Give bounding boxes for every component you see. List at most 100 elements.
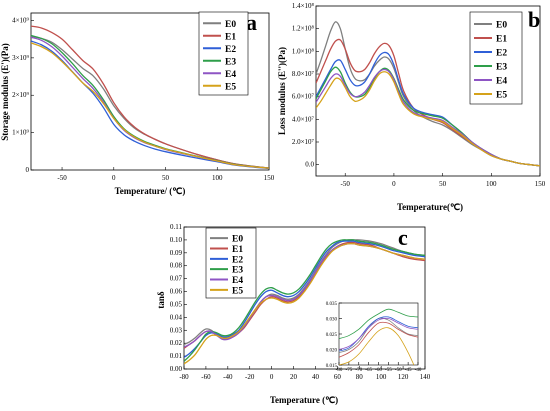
series-lines-b — [316, 21, 540, 167]
x-tick-label: -20 — [245, 373, 255, 381]
legend-label-e0: E0 — [232, 235, 243, 245]
y-tick-label: 3×10⁹ — [12, 54, 29, 62]
x-tick-label: 100 — [212, 174, 223, 182]
y-tick-label: 0.07 — [170, 275, 183, 283]
x-tick-label: 50 — [162, 174, 170, 182]
y-tick-label: 0.035 — [326, 302, 338, 307]
x-tick-label: 150 — [535, 180, 546, 188]
series-line-e3 — [184, 239, 425, 362]
panel-c: -80 -60 -40 -20 0 20 40 60 80 100 120 140 0.00 0.01 0.… — [156, 223, 431, 405]
y-tick-label: 0.015 — [326, 364, 338, 369]
legend-label-e3: E3 — [225, 57, 236, 67]
series-line-e5 — [316, 71, 540, 167]
y-tick-label: 2.0×10⁷ — [292, 138, 315, 146]
x-tick-label: -60 — [375, 368, 382, 373]
x-tick-label: -50 — [57, 174, 67, 182]
legend-label-e1: E1 — [225, 32, 236, 42]
y-tick-label: 0.030 — [326, 318, 338, 323]
y-tick-label: 8.0×10⁷ — [292, 70, 315, 78]
legend-label-e5: E5 — [225, 82, 236, 92]
x-tick-label: 80 — [356, 373, 364, 381]
y-tick-label: 1.2×10⁸ — [292, 25, 315, 33]
y-tick-label: 4.0×10⁷ — [292, 115, 315, 123]
y-tick-label: 0.00 — [170, 365, 183, 373]
series-line-e2 — [31, 40, 269, 170]
axes-a: -50 0 50 100 150 0 1×10⁹ 2×10⁹ 3×10⁹ 4×10⁹ — [12, 16, 275, 182]
series-line-e4 — [339, 317, 418, 350]
panel-letter-b: b — [528, 7, 540, 32]
legend-label-e2: E2 — [232, 255, 243, 265]
x-tick-label: 0 — [112, 174, 116, 182]
series-line-e4 — [316, 68, 540, 167]
x-tick-label: -50 — [341, 180, 351, 188]
x-tick-label: -45 — [405, 368, 412, 373]
x-tick-label: 120 — [398, 373, 409, 381]
panel-a: -50 0 50 100 150 0 1×10⁹ 2×10⁹ 3×10⁹ 4×10⁹ Temper… — [0, 10, 275, 196]
legend-label-e5: E5 — [496, 91, 507, 101]
x-tick-label: -80 — [179, 373, 189, 381]
plot-frame-b — [315, 5, 541, 177]
series-lines-a — [31, 25, 269, 170]
x-tick-label: -50 — [395, 368, 402, 373]
y-tick-label: 4×10⁹ — [12, 16, 29, 24]
legend-label-e3: E3 — [496, 63, 507, 73]
legend-label-e2: E2 — [225, 45, 236, 55]
legend-box — [469, 11, 523, 105]
legend-label-e3: E3 — [232, 266, 243, 276]
legend-a: E0 E1 E2 E3 E4 E5 — [198, 11, 249, 96]
y-tick-label: 0.0 — [305, 161, 314, 169]
axes-b: -50 0 50 100 150 0.0 2.0×10⁷ 4.0×10⁷ 6.0×10⁷ 8.0×… — [292, 2, 546, 188]
series-line-e3 — [339, 308, 418, 340]
y-tick-label: 0 — [26, 166, 30, 174]
legend-box — [198, 11, 249, 96]
y-axis-label-a: Storage modulus (E')(Pa) — [0, 43, 10, 141]
series-lines-inset — [339, 308, 418, 365]
x-tick-label: 40 — [312, 373, 320, 381]
legend-label-e2: E2 — [496, 49, 507, 59]
panel-b: -50 0 50 100 150 0.0 2.0×10⁷ 4.0×10⁷ 6.0×10⁷ 8.0×… — [277, 2, 546, 212]
series-line-e5 — [184, 242, 425, 365]
y-axis-label-b: Loss modulus (E'')(Pa) — [277, 47, 287, 135]
x-tick-label: 20 — [290, 373, 298, 381]
x-tick-label: 0 — [270, 373, 274, 381]
axes-inset: -80 -75 -70 -65 -60 -55 -50 -45 -40 0.015 0.020 0.0… — [326, 302, 422, 373]
series-line-e5 — [339, 327, 415, 365]
y-tick-label: 0.06 — [170, 288, 183, 296]
axes-c: -80 -60 -40 -20 0 20 40 60 80 100 120 140 0.00 0.01 0.… — [170, 223, 431, 381]
x-tick-label: -80 — [336, 368, 343, 373]
y-tick-label: 0.05 — [170, 300, 183, 308]
x-axis-label-c: Temperature (℃) — [270, 395, 338, 405]
x-tick-label: -75 — [346, 368, 353, 373]
series-line-e2 — [339, 316, 418, 352]
y-tick-label: 0.025 — [326, 333, 338, 338]
plot-frame-c — [183, 226, 426, 370]
x-tick-label: 60 — [334, 373, 342, 381]
x-tick-label: 150 — [264, 174, 275, 182]
series-line-e1 — [31, 25, 269, 169]
x-axis-label-b: Temperature(℃) — [397, 202, 463, 212]
y-tick-label: 2×10⁹ — [12, 91, 29, 99]
panel-letter-c: c — [398, 225, 408, 250]
legend-label-e4: E4 — [496, 77, 507, 87]
legend-label-e0: E0 — [225, 20, 236, 30]
x-tick-label: 0 — [392, 180, 396, 188]
legend-label-e1: E1 — [232, 245, 243, 255]
y-tick-label: 1.0×10⁸ — [292, 47, 315, 55]
legend-label-e1: E1 — [496, 35, 507, 45]
series-line-e5 — [31, 42, 269, 169]
x-tick-label: -60 — [201, 373, 211, 381]
y-tick-label: 6.0×10⁷ — [292, 93, 315, 101]
x-tick-label: 100 — [486, 180, 497, 188]
y-tick-label: 0.03 — [170, 326, 183, 334]
y-tick-label: 1×10⁹ — [12, 129, 29, 137]
series-line-e2 — [184, 240, 425, 358]
y-tick-label: 0.020 — [326, 349, 338, 354]
x-tick-label: -55 — [385, 368, 392, 373]
legend-label-e4: E4 — [232, 276, 243, 286]
series-lines-c — [184, 239, 425, 365]
y-tick-label: 1.4×10⁸ — [292, 2, 315, 10]
y-axis-label-c: tanδ — [156, 291, 166, 309]
y-tick-label: 0.11 — [170, 223, 182, 231]
